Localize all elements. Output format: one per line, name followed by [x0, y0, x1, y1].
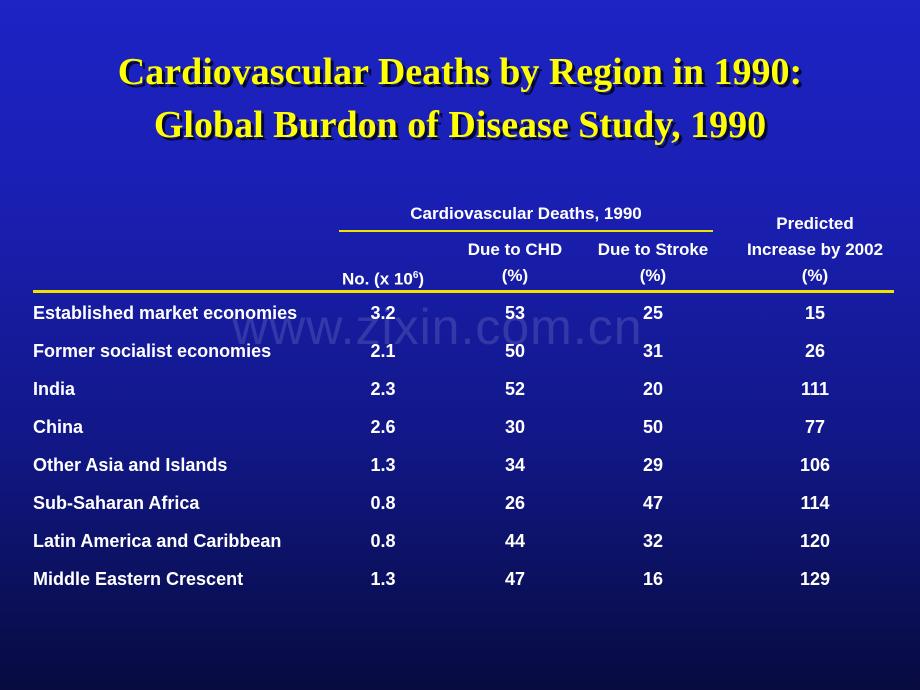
table-row: Former socialist economies 2.1 50 31 26 — [0, 332, 920, 370]
col-header-chd: Due to CHD (%) — [455, 237, 575, 289]
col-header-stroke: Due to Stroke (%) — [583, 237, 723, 289]
cell-predicted: 111 — [800, 379, 830, 399]
col-header-no: No. (x 106) — [328, 263, 438, 293]
cell-chd: 30 — [504, 417, 526, 437]
cell-region: Former socialist economies — [33, 341, 272, 361]
slide-title-line-2: Global Burdon of Disease Study, 1990 — [153, 104, 767, 146]
col-header-no-label: No. (x 10 — [341, 269, 413, 289]
col-header-chd-line1: Due to CHD — [467, 240, 563, 259]
cell-no: 3.2 — [370, 303, 396, 323]
cell-predicted: 129 — [799, 569, 831, 589]
cell-predicted: 106 — [799, 455, 831, 475]
table-row: India 2.3 52 20 111 — [0, 370, 920, 408]
cell-stroke: 25 — [642, 303, 664, 323]
cell-stroke: 16 — [642, 569, 664, 589]
col-header-predicted: Predicted Increase by 2002 (%) — [735, 211, 895, 289]
table-row: Middle Eastern Crescent 1.3 47 16 129 — [0, 560, 920, 598]
cell-no: 1.3 — [370, 455, 396, 475]
cell-no: 0.8 — [370, 531, 396, 551]
col-header-chd-line2: (%) — [501, 266, 529, 285]
cell-stroke: 20 — [642, 379, 664, 399]
cell-no: 2.6 — [370, 417, 396, 437]
cell-region: India — [33, 379, 76, 399]
col-header-no-exponent: 6 — [412, 270, 419, 281]
cell-chd: 44 — [504, 531, 526, 551]
cell-region: Sub-Saharan Africa — [33, 493, 200, 513]
header-bottom-rule — [33, 290, 894, 293]
cell-chd: 50 — [504, 341, 526, 361]
cell-predicted: 26 — [804, 341, 826, 361]
watermark: www.zixin.com.cn — [232, 299, 643, 355]
cell-stroke: 50 — [642, 417, 664, 437]
cell-predicted: 114 — [800, 493, 830, 513]
table-row: Sub-Saharan Africa 0.8 26 47 114 — [0, 484, 920, 522]
cell-predicted: 77 — [804, 417, 826, 437]
cell-region: Other Asia and Islands — [33, 455, 228, 475]
table-row: Other Asia and Islands 1.3 34 29 106 — [0, 446, 920, 484]
cell-predicted: 120 — [799, 531, 831, 551]
cell-region: Latin America and Caribbean — [33, 531, 282, 551]
col-header-predicted-line1: Predicted — [776, 214, 854, 233]
col-header-predicted-line3: (%) — [801, 266, 829, 285]
cell-chd: 53 — [504, 303, 526, 323]
cell-region: China — [33, 417, 84, 437]
cell-stroke: 29 — [642, 455, 664, 475]
col-header-stroke-line1: Due to Stroke — [597, 240, 709, 259]
cell-no: 2.1 — [370, 341, 396, 361]
cell-stroke: 47 — [642, 493, 664, 513]
cell-no: 0.8 — [370, 493, 396, 513]
cell-stroke: 31 — [642, 341, 664, 361]
cell-chd: 47 — [504, 569, 526, 589]
cell-chd: 26 — [504, 493, 526, 513]
cell-no: 2.3 — [370, 379, 396, 399]
cell-chd: 34 — [504, 455, 526, 475]
cell-region: Established market economies — [33, 303, 298, 323]
col-header-no-close: ) — [418, 269, 425, 289]
table-row: China 2.6 30 50 77 — [0, 408, 920, 446]
cell-chd: 52 — [504, 379, 526, 399]
group-header-rule — [339, 230, 713, 232]
col-header-predicted-line2: Increase by 2002 — [746, 240, 884, 259]
cell-no: 1.3 — [370, 569, 396, 589]
group-header: Cardiovascular Deaths, 1990 — [410, 204, 642, 223]
cell-stroke: 32 — [642, 531, 664, 551]
col-header-stroke-line2: (%) — [639, 266, 667, 285]
table-row: Latin America and Caribbean 0.8 44 32 12… — [0, 522, 920, 560]
cell-predicted: 15 — [804, 303, 826, 323]
slide-title-line-1: Cardiovascular Deaths by Region in 1990: — [117, 51, 803, 93]
table-row: Established market economies 3.2 53 25 1… — [0, 294, 920, 332]
cell-region: Middle Eastern Crescent — [33, 569, 244, 589]
